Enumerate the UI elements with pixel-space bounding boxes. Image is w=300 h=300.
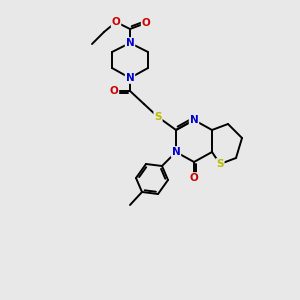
- Text: N: N: [126, 73, 134, 83]
- Text: O: O: [142, 18, 150, 28]
- Text: O: O: [110, 86, 118, 96]
- Text: S: S: [154, 112, 162, 122]
- Text: N: N: [172, 147, 180, 157]
- Text: O: O: [112, 17, 120, 27]
- Text: N: N: [126, 38, 134, 48]
- Text: S: S: [216, 159, 224, 169]
- Text: O: O: [190, 173, 198, 183]
- Text: N: N: [190, 115, 198, 125]
